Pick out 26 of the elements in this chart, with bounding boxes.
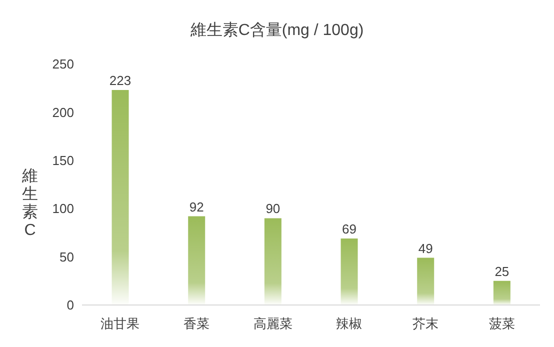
bar: [340, 238, 358, 305]
x-tick-label: 香菜: [184, 316, 210, 332]
y-tick-label: 0: [66, 298, 74, 313]
data-label: 49: [418, 240, 433, 256]
chart-title: 維生素C含量(mg / 100g): [189, 20, 365, 41]
y-tick-label: 50: [60, 249, 74, 264]
x-tick-label: 菠菜: [488, 316, 515, 332]
x-tick-label: 高麗菜: [253, 316, 292, 332]
data-label: 25: [494, 264, 510, 279]
x-tick-label: 油甘果: [100, 316, 140, 332]
y-tick-label: 100: [52, 201, 74, 216]
y-tick-label: 150: [52, 153, 74, 168]
y-tick-label: 250: [52, 56, 74, 72]
data-label: 223: [109, 73, 132, 88]
y-axis-title: 維生素C: [21, 168, 39, 240]
bar: [264, 218, 282, 305]
data-label: 69: [342, 221, 357, 236]
bar: [112, 90, 129, 305]
bar: [188, 216, 206, 305]
data-label: 92: [189, 199, 204, 214]
bar: [417, 258, 434, 305]
bar: [493, 280, 510, 305]
x-tick-label: 辣椒: [336, 316, 362, 332]
y-tick-label: 200: [52, 104, 74, 120]
x-tick-label: 芥末: [412, 316, 438, 332]
data-label: 90: [266, 201, 280, 216]
